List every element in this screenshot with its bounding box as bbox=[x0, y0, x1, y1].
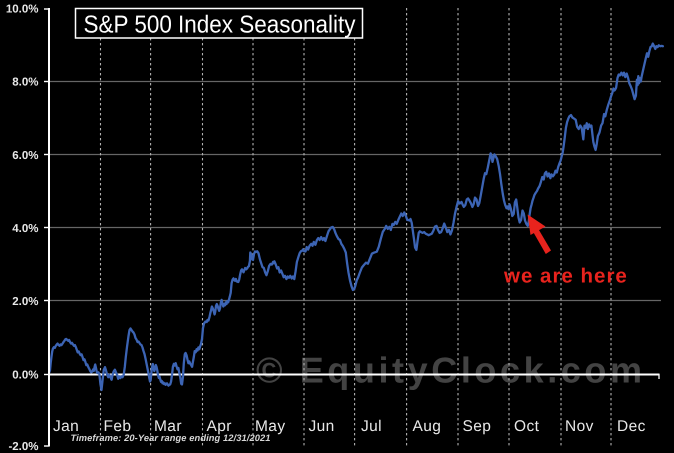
svg-text:4.0%: 4.0% bbox=[12, 223, 38, 235]
svg-text:Jun: Jun bbox=[309, 418, 335, 435]
svg-text:Feb: Feb bbox=[104, 418, 132, 435]
svg-text:Apr: Apr bbox=[207, 418, 232, 435]
svg-text:10.0%: 10.0% bbox=[6, 4, 39, 16]
svg-text:Sep: Sep bbox=[463, 418, 492, 435]
svg-text:2.0%: 2.0% bbox=[12, 296, 38, 308]
svg-text:0.0%: 0.0% bbox=[12, 370, 38, 382]
svg-text:Dec: Dec bbox=[617, 418, 646, 435]
svg-text:6.0%: 6.0% bbox=[12, 150, 38, 162]
svg-text:Nov: Nov bbox=[565, 418, 594, 435]
svg-text:-2.0%: -2.0% bbox=[8, 441, 38, 453]
svg-text:Mar: Mar bbox=[154, 418, 182, 435]
svg-text:Oct: Oct bbox=[514, 418, 540, 435]
svg-text:Jul: Jul bbox=[361, 418, 382, 435]
svg-text:S&P 500 Index Seasonality: S&P 500 Index Seasonality bbox=[84, 11, 357, 38]
svg-text:Aug: Aug bbox=[413, 418, 442, 435]
svg-text:May: May bbox=[255, 418, 285, 435]
svg-text:8.0%: 8.0% bbox=[12, 77, 38, 89]
svg-text:Jan: Jan bbox=[53, 418, 79, 435]
svg-text:© EquityClock.com: © EquityClock.com bbox=[256, 350, 642, 391]
svg-text:Timeframe: 20-Year range endin: Timeframe: 20-Year range ending 12/31/20… bbox=[71, 433, 271, 443]
svg-text:we are here: we are here bbox=[503, 265, 628, 288]
